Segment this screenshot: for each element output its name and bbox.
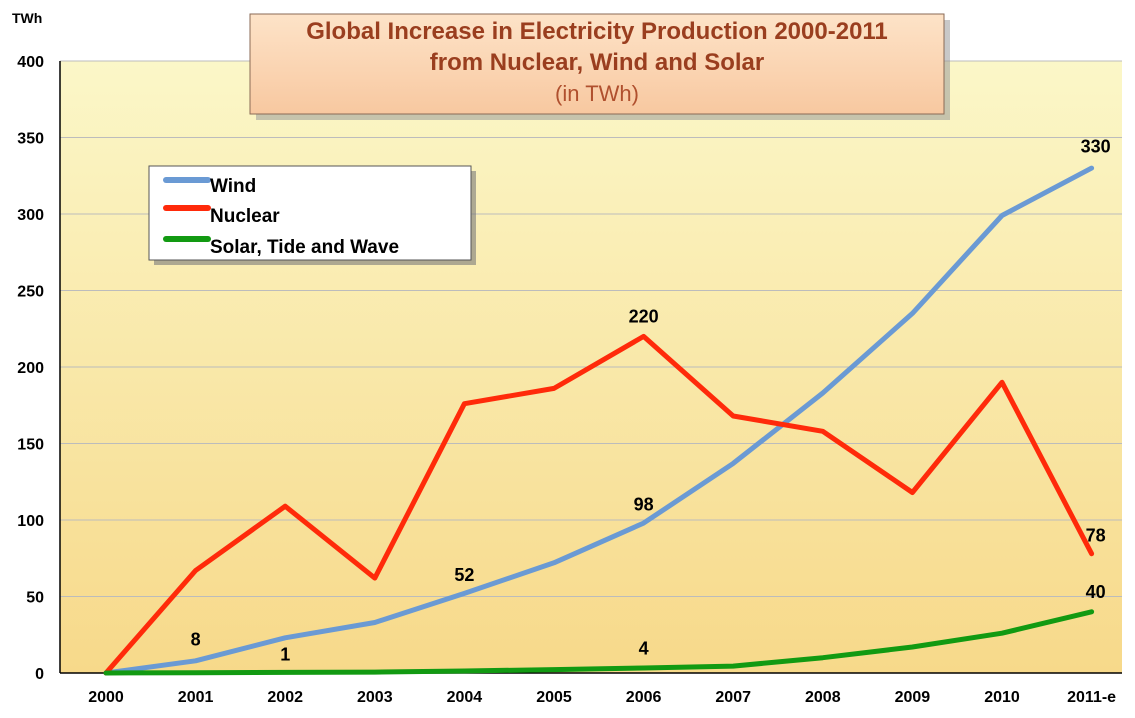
data-label-2011-e-330: 330 <box>1081 137 1111 157</box>
x-tick-label-2001: 2001 <box>178 689 214 706</box>
x-tick-label-2010: 2010 <box>984 689 1020 706</box>
data-label-2006-98: 98 <box>634 495 654 515</box>
series-line-nuclear <box>103 333 1095 676</box>
y-tick-label-150: 150 <box>17 437 44 454</box>
x-tick-label-2011-e: 2011-e <box>1067 689 1116 706</box>
chart-subtitle: (in TWh) <box>555 81 639 106</box>
y-tick-label-350: 350 <box>17 131 44 148</box>
data-labels: 8 1 52 98 220 4 330 78 40 <box>191 137 1111 665</box>
x-tick-label-2003: 2003 <box>357 689 393 706</box>
y-tick-label-50: 50 <box>26 590 44 607</box>
y-tick-label-400: 400 <box>17 54 44 71</box>
legend-entry-nuclear: Nuclear <box>210 206 280 227</box>
x-tick-label-2009: 2009 <box>895 689 931 706</box>
y-tick-label-200: 200 <box>17 360 44 377</box>
data-label-2004-52: 52 <box>454 565 474 585</box>
axes: 0 50 100 150 200 250 300 350 400 2000 2001 2002 2003… <box>17 54 1122 706</box>
legend-entry-wind: Wind <box>210 176 256 197</box>
x-tick-label-2002: 2002 <box>267 689 303 706</box>
x-tick-label-2007: 2007 <box>715 689 751 706</box>
data-label-2002-1: 1 <box>280 645 290 665</box>
gridlines <box>60 60 1122 597</box>
y-tick-label-250: 250 <box>17 284 44 301</box>
data-label-2011-e-40: 40 <box>1086 582 1106 602</box>
y-tick-label-100: 100 <box>17 513 44 530</box>
series-lines <box>103 165 1095 676</box>
series-line-solar-tide-and-wave <box>103 609 1095 676</box>
title-box: Global Increase in Electricity Productio… <box>249 13 950 120</box>
data-label-2006-220: 220 <box>629 307 659 327</box>
x-tick-label-2000: 2000 <box>88 689 124 706</box>
legend-entry-solar: Solar, Tide and Wave <box>210 237 399 258</box>
data-label-2006-4: 4 <box>639 639 649 659</box>
legend: Wind Nuclear Solar, Tide and Wave <box>148 165 476 265</box>
data-label-2001-8: 8 <box>191 629 201 649</box>
x-tick-label-2006: 2006 <box>626 689 662 706</box>
data-label-2011-e-78: 78 <box>1086 525 1106 545</box>
x-tick-label-2008: 2008 <box>805 689 841 706</box>
chart-title-line2: from Nuclear, Wind and Solar <box>430 49 765 76</box>
y-tick-label-0: 0 <box>35 666 44 683</box>
x-tick-label-2005: 2005 <box>536 689 572 706</box>
chart-title: Global Increase in Electricity Productio… <box>306 18 888 45</box>
y-tick-label-300: 300 <box>17 207 44 224</box>
y-axis-unit-label: TWh <box>12 10 42 26</box>
x-tick-label-2004: 2004 <box>447 689 483 706</box>
series-line-wind <box>103 165 1095 676</box>
